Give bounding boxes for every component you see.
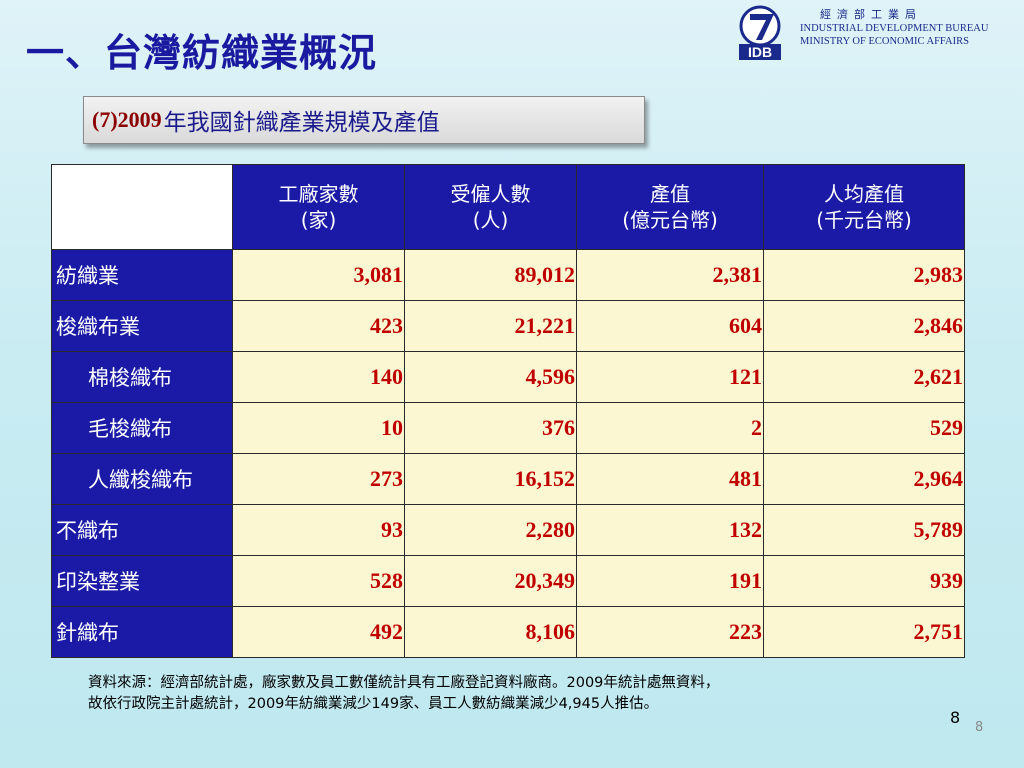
table-cell: 2,621 [763,351,965,403]
column-header-line1: 人均產值 [824,182,904,206]
column-header: 產值 (億元台幣) [576,164,764,250]
table-cell: 21,221 [404,300,577,352]
table-cell: 93 [232,504,405,556]
page-title: 一、台灣紡織業概況 [26,31,378,75]
column-header-line2: (人) [472,208,509,232]
table-cell: 2 [576,402,764,454]
table-row: 梭織布業 423 21,221 604 2,846 [51,300,965,352]
table-cell: 273 [232,453,405,505]
table-cell: 191 [576,555,764,607]
row-label: 人纖梭織布 [51,453,233,505]
table-body: 紡織業 3,081 89,012 2,381 2,983 梭織布業 423 21,221 604… [51,249,965,658]
agency-name-en-2: MINISTRY OF ECONOMIC AFFAIRS [800,36,969,47]
source-note: 資料來源：經濟部統計處，廠家數及員工數僅統計具有工廠登記資料廠商。2009年統計… [88,673,968,715]
table-cell: 2,280 [404,504,577,556]
table-cell: 3,081 [232,249,405,301]
agency-name-zh: 經濟部工業局 [820,9,922,21]
table-cell: 2,964 [763,453,965,505]
table-cell: 529 [763,402,965,454]
row-label: 梭織布業 [51,300,233,352]
table-cell: 8,106 [404,606,577,658]
column-header: 人均產值 (千元台幣) [763,164,965,250]
row-label: 棉梭織布 [51,351,233,403]
table-cell: 89,012 [404,249,577,301]
table-cell: 223 [576,606,764,658]
table-cell: 492 [232,606,405,658]
source-note-line1: 資料來源：經濟部統計處，廠家數及員工數僅統計具有工廠登記資料廠商。2009年統計… [88,675,720,691]
subtitle-box: (7)2009 年我國針織產業規模及產值 [83,96,645,144]
table-cell: 2,846 [763,300,965,352]
table-cell: 2,751 [763,606,965,658]
row-label: 針織布 [51,606,233,658]
logo-text: IDB [748,44,772,60]
column-header-line1: 工廠家數 [278,182,359,206]
table-header-row: 工廠家數 (家) 受僱人數 (人) 產值 (億元台幣) 人均產值 (千元台幣) [51,164,965,250]
table-cell: 132 [576,504,764,556]
table-cell: 121 [576,351,764,403]
table-cell: 528 [232,555,405,607]
table-row: 針織布 492 8,106 223 2,751 [51,606,965,658]
row-label: 印染整業 [51,555,233,607]
idb-logo: IDB [739,5,781,60]
table-cell: 376 [404,402,577,454]
table-row: 印染整業 528 20,349 191 939 [51,555,965,607]
subtitle-text: 年我國針織產業規模及產值 [163,110,440,136]
table-cell: 423 [232,300,405,352]
page-number: 8 [950,708,961,727]
table-row: 人纖梭織布 273 16,152 481 2,964 [51,453,965,505]
column-header-line1: 受僱人數 [450,182,531,206]
page-number-ghost: 8 [975,720,984,735]
table-cell: 2,381 [576,249,764,301]
column-header-line1: 產值 [650,182,690,206]
table-cell: 140 [232,351,405,403]
table-cell: 604 [576,300,764,352]
column-header: 受僱人數 (人) [404,164,577,250]
row-label: 紡織業 [51,249,233,301]
agency-name-en-1: INDUSTRIAL DEVELOPMENT BUREAU [800,23,989,34]
table-cell: 939 [763,555,965,607]
row-label: 不織布 [51,504,233,556]
table-corner-cell [51,164,233,250]
table-row: 不織布 93 2,280 132 5,789 [51,504,965,556]
row-label: 毛梭織布 [51,402,233,454]
table-cell: 10 [232,402,405,454]
table-cell: 4,596 [404,351,577,403]
column-header: 工廠家數 (家) [232,164,405,250]
column-header-line2: (億元台幣) [622,208,718,232]
agency-block: 經濟部工業局 INDUSTRIAL DEVELOPMENT BUREAU MIN… [800,8,988,48]
table-cell: 5,789 [763,504,965,556]
table-cell: 20,349 [404,555,577,607]
table-row: 毛梭織布 10 376 2 529 [51,402,965,454]
column-header-line2: (家) [300,208,337,232]
source-note-line2: 故依行政院主計處統計，2009年紡織業減少149家、員工人數紡織業減少4,945… [88,696,659,712]
table-cell: 481 [576,453,764,505]
table-cell: 16,152 [404,453,577,505]
data-table: 工廠家數 (家) 受僱人數 (人) 產值 (億元台幣) 人均產值 (千元台幣) 紡織業 3… [51,164,965,658]
subtitle-prefix: (7)2009 [92,107,162,132]
column-header-line2: (千元台幣) [816,208,912,232]
table-row: 紡織業 3,081 89,012 2,381 2,983 [51,249,965,301]
table-row: 棉梭織布 140 4,596 121 2,621 [51,351,965,403]
table-cell: 2,983 [763,249,965,301]
